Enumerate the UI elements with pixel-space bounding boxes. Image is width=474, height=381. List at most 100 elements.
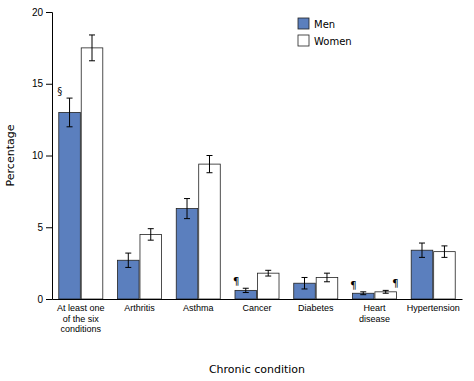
y-axis: 05101520 [32, 7, 53, 305]
x-tick: Arthritis [124, 303, 155, 313]
bar [257, 273, 279, 299]
error-cap [67, 98, 73, 99]
x-tick: Hypertension [407, 303, 460, 313]
error-cap [148, 240, 154, 241]
error-cap [265, 270, 271, 271]
series [59, 98, 433, 299]
x-tick-label-line: Diabetes [298, 303, 334, 313]
y-tick-mark [46, 84, 52, 85]
error-line [304, 277, 305, 288]
error-bar [184, 199, 190, 219]
error-cap [206, 155, 212, 156]
error-cap [302, 288, 308, 289]
error-bar [265, 270, 271, 276]
annotations: §¶¶¶ [57, 86, 398, 291]
error-bar [360, 292, 366, 295]
error-cap [184, 218, 190, 219]
y-axis-line [46, 13, 53, 300]
error-cap [419, 257, 425, 258]
error-bar [302, 277, 308, 288]
bar [140, 234, 162, 299]
error-line [421, 243, 422, 257]
error-cap [360, 291, 366, 292]
error-cap [184, 198, 190, 199]
x-tick-label: Hypertension [407, 303, 460, 313]
legend-label: Men [314, 19, 335, 30]
error-cap [302, 277, 308, 278]
x-tick-label-line: Hypertension [407, 303, 460, 313]
bars [59, 35, 455, 299]
legend-swatch [298, 18, 309, 29]
bar [411, 250, 433, 299]
error-bar [67, 98, 73, 127]
error-bar [441, 246, 447, 257]
error-cap [419, 243, 425, 244]
error-cap [243, 288, 249, 289]
y-tick: 20 [32, 7, 52, 18]
error-cap [383, 293, 389, 294]
error-bar [148, 229, 154, 240]
x-tick-label: Arthritis [124, 303, 155, 313]
error-line [209, 156, 210, 173]
error-cap [125, 253, 131, 254]
annotation: § [57, 86, 62, 97]
error-line [187, 199, 188, 219]
x-tick-label: Diabetes [298, 303, 334, 313]
error-cap [360, 294, 366, 295]
y-tick: 15 [32, 78, 52, 89]
x-tick-label-line: Heart [363, 303, 386, 313]
error-cap [67, 126, 73, 127]
error-line [128, 253, 129, 267]
bar [59, 112, 81, 299]
annotation: ¶ [233, 276, 239, 287]
bar [375, 292, 397, 299]
y-tick: 0 [37, 294, 52, 305]
y-tick-mark [46, 12, 52, 13]
x-tick-label-line: Asthma [183, 303, 214, 313]
y-tick: 5 [37, 222, 52, 233]
bar [176, 209, 198, 299]
chart: 05101520At least oneof the sixconditions… [0, 0, 474, 381]
x-tick-label-line: conditions [61, 324, 102, 334]
error-bar [419, 243, 425, 257]
error-cap [324, 273, 330, 274]
error-cap [89, 60, 95, 61]
error-bar [243, 288, 249, 292]
x-tick-label: Heartdisease [359, 303, 390, 323]
legend: Men Women [298, 18, 352, 47]
legend-label: Women [314, 36, 352, 47]
x-tick-label: Cancer [242, 303, 271, 313]
x-tick-label-line: At least one [57, 303, 105, 313]
bar [434, 252, 456, 299]
error-line [326, 273, 327, 282]
error-cap [206, 172, 212, 173]
error-cap [324, 281, 330, 282]
series [81, 35, 455, 299]
error-cap [441, 245, 447, 246]
bar [81, 48, 103, 299]
x-tick: Heartdisease [359, 303, 390, 323]
legend-swatch [298, 35, 309, 46]
y-axis-title: Percentage [4, 124, 17, 186]
y-tick-mark [46, 156, 52, 157]
plot: 05101520At least oneof the sixconditions… [32, 7, 463, 334]
error-line [245, 288, 246, 292]
x-tick: Diabetes [298, 303, 334, 313]
x-tick: At least oneof the sixconditions [57, 303, 105, 334]
y-tick-label: 5 [37, 222, 43, 233]
x-tick-label: Asthma [183, 303, 214, 313]
error-cap [441, 257, 447, 258]
x-tick-label-line: Cancer [242, 303, 271, 313]
error-bar [324, 273, 330, 282]
error-cap [148, 228, 154, 229]
x-tick-label-line: of the six [63, 314, 100, 324]
error-cap [243, 292, 249, 293]
x-axis-line [53, 299, 463, 300]
error-bar [89, 35, 95, 61]
x-axis-title: Chronic condition [209, 363, 305, 376]
y-tick-label: 15 [32, 78, 44, 89]
annotation: ¶ [392, 278, 398, 289]
bar [199, 164, 221, 299]
error-cap [89, 34, 95, 35]
error-cap [265, 276, 271, 277]
